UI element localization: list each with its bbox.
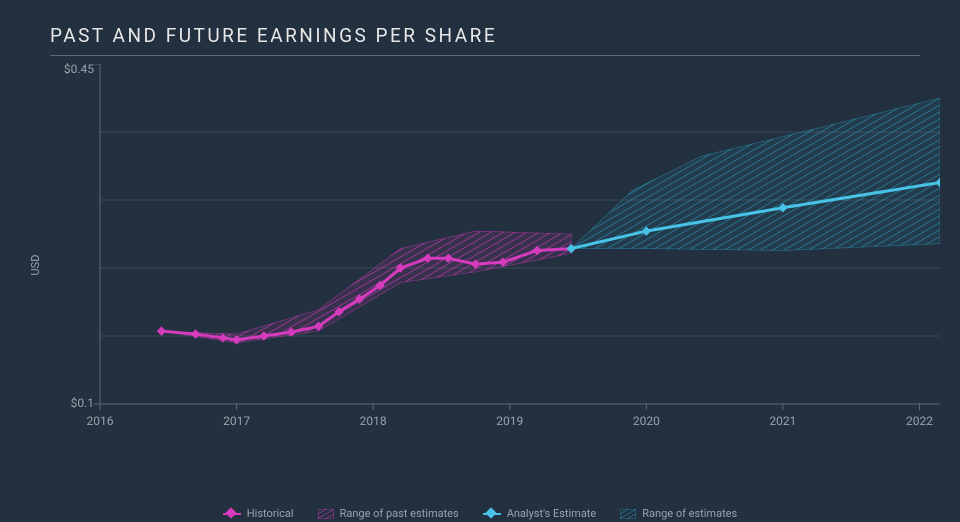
x-tick-label: 2020 — [633, 414, 660, 428]
title-divider — [50, 55, 920, 56]
legend-item: Range of past estimates — [318, 507, 459, 520]
legend-hatch-swatch — [318, 509, 334, 519]
legend-label: Historical — [247, 507, 294, 520]
x-tick-label: 2021 — [769, 414, 796, 428]
chart-area: USD $0.45 $0.1 2016201720182019202020212… — [50, 64, 920, 466]
legend-line-swatch — [483, 510, 501, 518]
legend-item: Range of estimates — [620, 507, 737, 520]
chart-svg — [50, 64, 940, 436]
legend-hatch-swatch — [620, 509, 636, 519]
legend: Historical Range of past estimates Analyst… — [0, 507, 960, 520]
chart-title: PAST AND FUTURE EARNINGS PER SHARE — [50, 24, 940, 47]
legend-label: Range of past estimates — [340, 507, 459, 520]
legend-item: Analyst's Estimate — [483, 507, 597, 520]
y-tick-top: $0.45 — [64, 62, 94, 76]
x-tick-label: 2016 — [87, 414, 114, 428]
legend-item: Historical — [223, 507, 294, 520]
y-axis-label: USD — [29, 255, 42, 276]
y-tick-bottom: $0.1 — [71, 396, 94, 410]
chart-card: PAST AND FUTURE EARNINGS PER SHARE USD $… — [0, 0, 960, 522]
x-tick-label: 2019 — [496, 414, 523, 428]
legend-label: Range of estimates — [642, 507, 737, 520]
legend-line-swatch — [223, 510, 241, 518]
x-tick-label: 2017 — [223, 414, 250, 428]
x-tick-label: 2022 — [906, 414, 933, 428]
legend-label: Analyst's Estimate — [507, 507, 597, 520]
x-tick-label: 2018 — [360, 414, 387, 428]
